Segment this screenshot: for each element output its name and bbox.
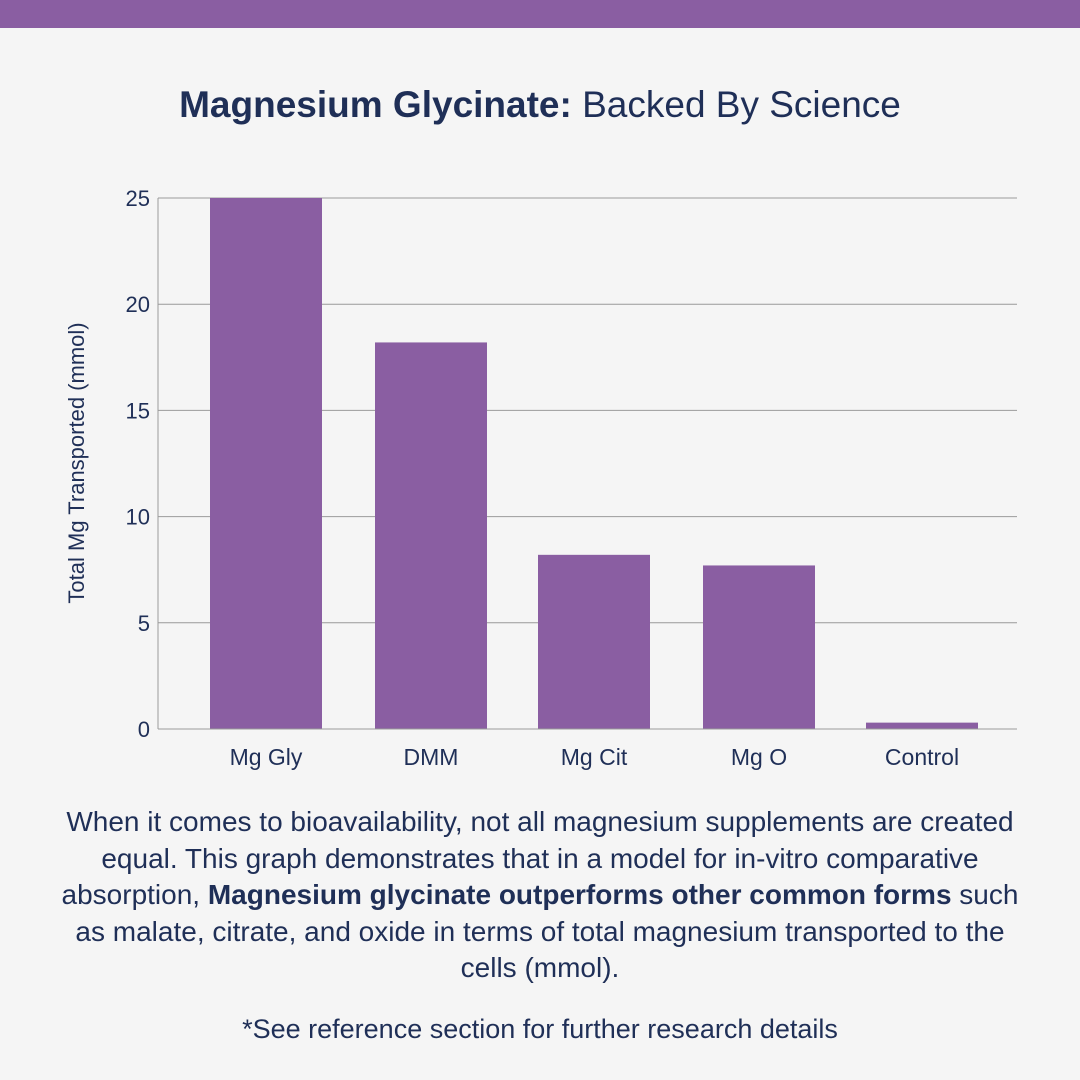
- x-category-label: Mg Cit: [561, 744, 628, 770]
- x-category-label: Mg O: [731, 744, 787, 770]
- bar: [703, 565, 815, 729]
- bar: [210, 198, 322, 729]
- chart-title: Magnesium Glycinate: Backed By Science: [0, 82, 1080, 128]
- y-tick-label: 25: [126, 186, 150, 211]
- footnote: *See reference section for further resea…: [242, 1014, 838, 1044]
- chart-description: When it comes to bioavailability, not al…: [60, 804, 1020, 987]
- description-bold: Magnesium glycinate outperforms other co…: [207, 879, 952, 910]
- y-tick-label: 5: [138, 611, 150, 636]
- bar-chart: 0 5 10 15 20 25 Total Mg Transported (mmol) Mg …: [64, 186, 1017, 770]
- x-category-label: Mg Gly: [230, 744, 303, 770]
- title-normal: Backed By Science: [571, 84, 901, 125]
- x-category-label: Control: [885, 744, 959, 770]
- top-accent-bar: [0, 0, 1080, 28]
- description-part2: such as malate, citrate, and oxide in te…: [75, 879, 1019, 983]
- x-category-label: DMM: [404, 744, 459, 770]
- description-part1: When it comes to bioavailability, not al…: [61, 806, 1014, 910]
- bar: [538, 554, 650, 729]
- y-axis-title: Total Mg Transported (mmol): [64, 322, 89, 603]
- y-tick-label: 15: [126, 398, 150, 423]
- y-tick-label: 10: [126, 505, 150, 530]
- y-tick-label: 20: [126, 292, 150, 317]
- bar: [375, 342, 487, 729]
- title-bold: Magnesium Glycinate:: [179, 84, 572, 125]
- bar: [866, 722, 978, 729]
- y-tick-label: 0: [138, 717, 150, 742]
